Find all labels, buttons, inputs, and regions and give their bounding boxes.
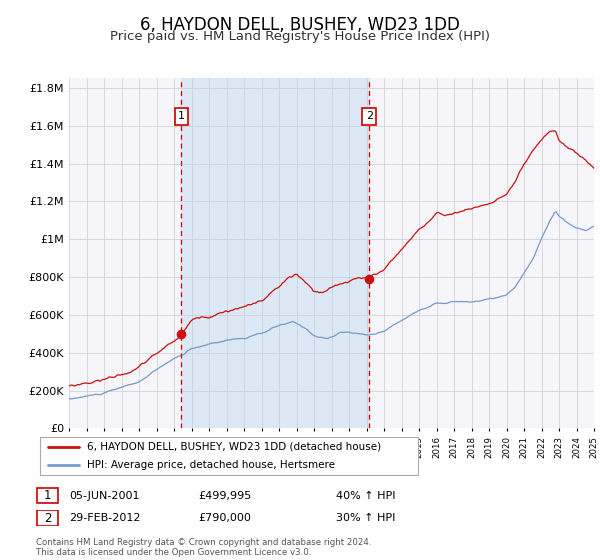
Text: 30% ↑ HPI: 30% ↑ HPI	[336, 513, 395, 523]
Text: £499,995: £499,995	[198, 491, 251, 501]
Text: 6, HAYDON DELL, BUSHEY, WD23 1DD (detached house): 6, HAYDON DELL, BUSHEY, WD23 1DD (detach…	[87, 442, 381, 452]
FancyBboxPatch shape	[40, 437, 418, 475]
Text: 2: 2	[366, 111, 373, 121]
Text: Contains HM Land Registry data © Crown copyright and database right 2024.
This d: Contains HM Land Registry data © Crown c…	[36, 538, 371, 557]
Bar	[181, 78, 369, 428]
Text: 6, HAYDON DELL, BUSHEY, WD23 1DD: 6, HAYDON DELL, BUSHEY, WD23 1DD	[140, 16, 460, 34]
Text: 29-FEB-2012: 29-FEB-2012	[69, 513, 140, 523]
Text: 05-JUN-2001: 05-JUN-2001	[69, 491, 139, 501]
Text: 1: 1	[44, 489, 51, 502]
Point	[176, 329, 186, 338]
FancyBboxPatch shape	[37, 488, 58, 503]
Text: 2: 2	[44, 511, 51, 525]
FancyBboxPatch shape	[37, 511, 58, 525]
Text: £790,000: £790,000	[198, 513, 251, 523]
Text: HPI: Average price, detached house, Hertsmere: HPI: Average price, detached house, Hert…	[87, 460, 335, 470]
Point	[365, 274, 374, 283]
Text: 40% ↑ HPI: 40% ↑ HPI	[336, 491, 395, 501]
Text: 1: 1	[178, 111, 185, 121]
Text: Price paid vs. HM Land Registry's House Price Index (HPI): Price paid vs. HM Land Registry's House …	[110, 30, 490, 43]
